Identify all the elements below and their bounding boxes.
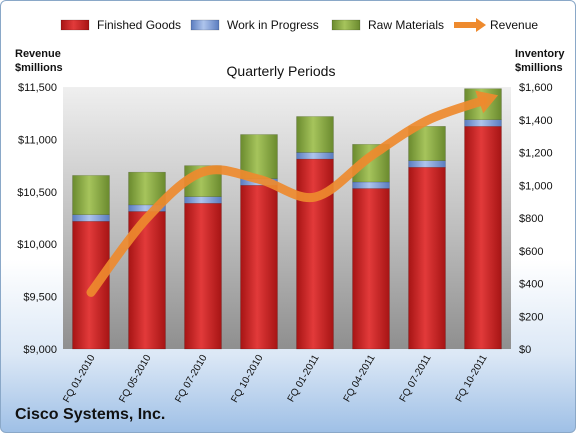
legend-swatch-work-in-progress: [190, 19, 220, 31]
right-axis-title-line-2: $millions: [515, 62, 563, 74]
right-tick-label: $1,400: [519, 115, 553, 127]
x-tick-label: FQ 07-2010: [173, 353, 209, 405]
left-tick-label: $9,500: [23, 292, 57, 304]
right-tick-label: $0: [519, 344, 531, 356]
bar-finished-goods: [408, 166, 446, 350]
right-tick-label: $600: [519, 246, 543, 258]
x-tick-label: FQ 01-2011: [286, 353, 322, 404]
bar-work-in-progress: [72, 214, 110, 222]
revenue-arrowhead: [475, 90, 499, 114]
left-tick-label: $11,500: [18, 82, 57, 94]
legend-label-work-in-progress: Work in Progress: [227, 18, 319, 32]
right-tick-label: $1,600: [519, 82, 553, 94]
right-axis-title-line-1: Inventory: [515, 48, 565, 60]
left-tick-label: $9,000: [23, 344, 57, 356]
chart-title: Quarterly Periods: [227, 63, 336, 79]
left-tick-label: $10,500: [17, 187, 57, 199]
legend-swatch-raw-materials: [331, 19, 361, 31]
legend: Finished Goods Work in Progress Raw Materi…: [60, 18, 538, 32]
x-tick-label: FQ 04-2011: [342, 353, 378, 404]
bar-raw-materials: [296, 116, 334, 153]
bar-finished-goods: [240, 185, 278, 350]
company-name: Cisco Systems, Inc.: [15, 406, 166, 423]
right-tick-label: $1,000: [519, 180, 553, 192]
left-tick-label: $10,000: [17, 239, 57, 251]
bar-work-in-progress: [408, 160, 446, 168]
legend-label-raw-materials: Raw Materials: [368, 18, 444, 32]
left-axis-title-line-2: $millions: [15, 62, 63, 74]
bar-work-in-progress: [184, 196, 222, 204]
x-tick-label: FQ 10-2010: [229, 353, 265, 405]
legend-arrow-revenue: [476, 18, 486, 32]
bar-raw-materials: [72, 175, 110, 215]
left-axis: $9,000 $9,500 $10,000 $10,500 $11,000 $11,500: [17, 82, 57, 356]
bar-finished-goods: [464, 126, 502, 350]
legend-label-finished-goods: Finished Goods: [97, 18, 181, 32]
left-axis-title-line-1: Revenue: [15, 48, 61, 60]
right-tick-label: $1,200: [519, 148, 553, 160]
left-tick-label: $11,000: [18, 134, 57, 146]
right-tick-label: $800: [519, 213, 543, 225]
x-tick-label: FQ 01-2010: [61, 353, 97, 405]
right-tick-label: $400: [519, 279, 543, 291]
bar-work-in-progress: [296, 152, 334, 160]
right-axis: $0 $200 $400 $600 $800 $1,000 $1,200 $1,400 $1,6…: [519, 82, 553, 356]
x-tick-label: FQ 07-2011: [398, 353, 434, 404]
revenue-line: [86, 90, 499, 297]
x-tick-label: FQ 05-2010: [117, 353, 153, 405]
bar-finished-goods: [184, 203, 222, 350]
x-axis-labels: FQ 01-2010 FQ 05-2010 FQ 07-2010 FQ 10-2010…: [61, 353, 489, 405]
left-axis-title: Revenue $millions: [15, 48, 63, 74]
bar-work-in-progress: [352, 181, 390, 189]
legend-label-revenue: Revenue: [490, 18, 538, 32]
bar-finished-goods: [352, 188, 390, 350]
x-tick-label: FQ 10-2011: [454, 353, 490, 404]
legend-swatch-finished-goods: [60, 19, 90, 31]
bar-series: [72, 88, 502, 350]
bar-work-in-progress: [464, 119, 502, 127]
right-tick-label: $200: [519, 311, 543, 323]
right-axis-title: Inventory $millions: [515, 48, 565, 74]
revenue-line-path: [86, 96, 488, 297]
